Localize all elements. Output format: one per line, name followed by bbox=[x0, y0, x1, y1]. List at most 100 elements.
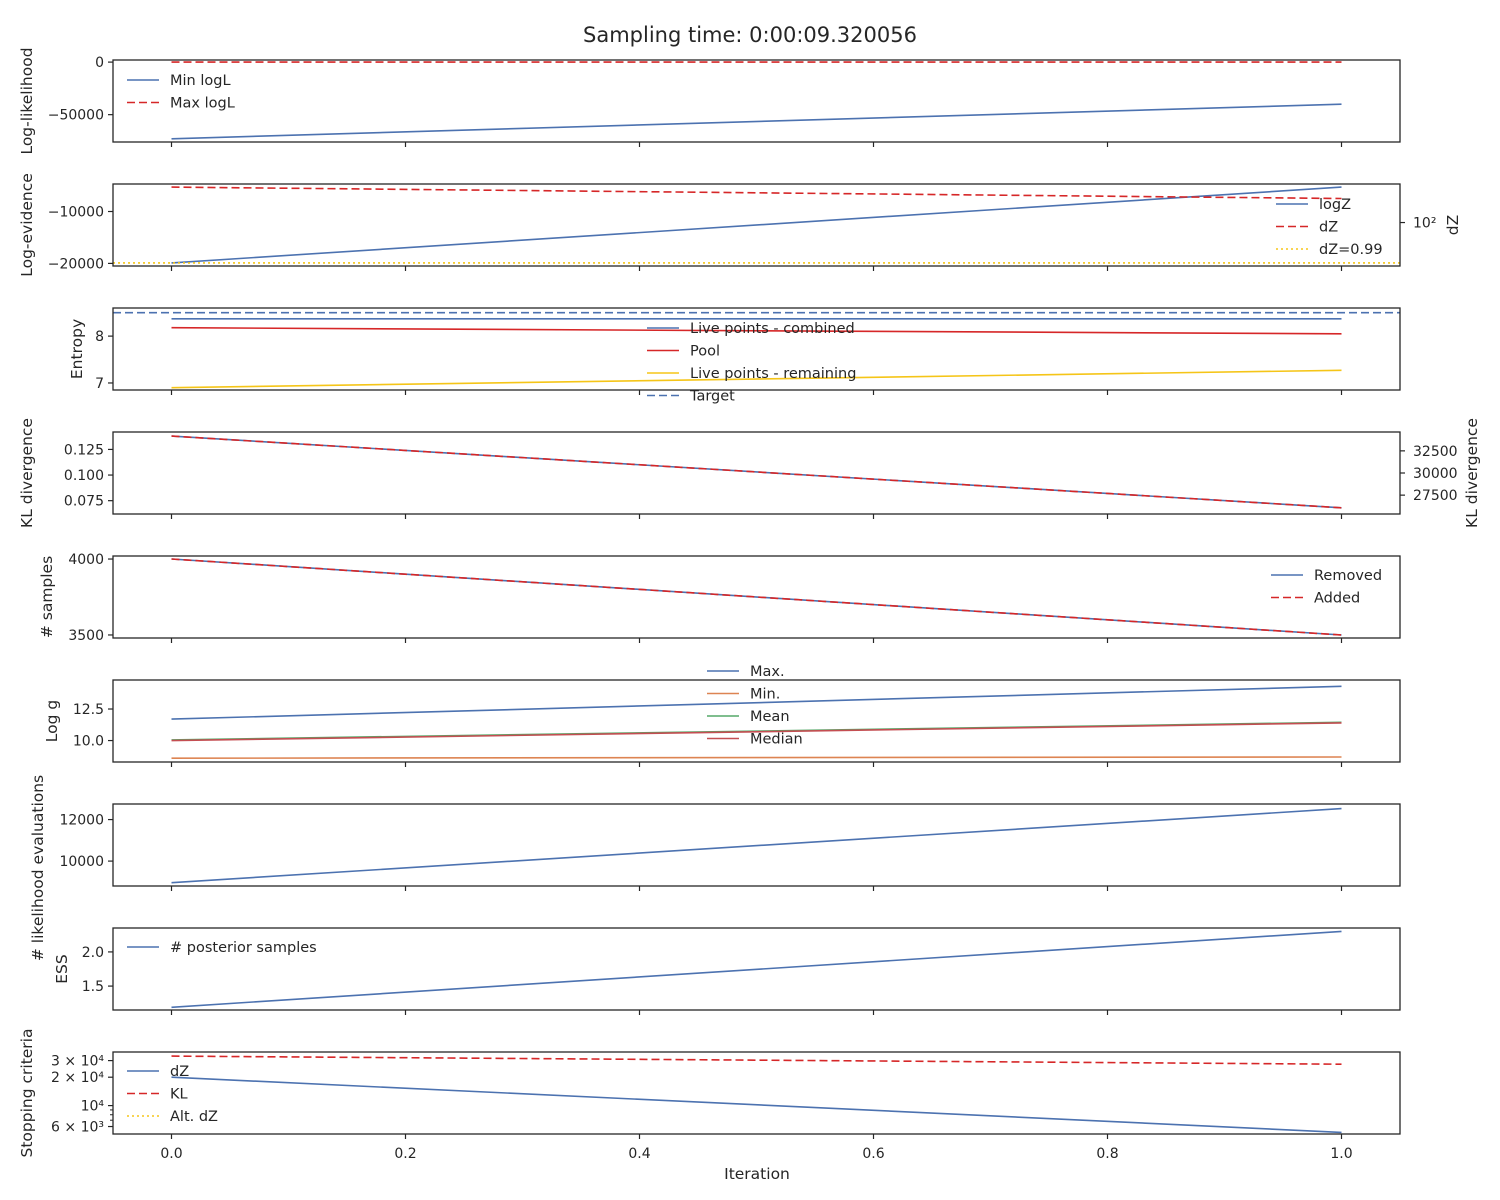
y-tick-label: 0.125 bbox=[64, 442, 104, 458]
legend-entry: Min logL bbox=[170, 73, 231, 89]
legend-entry: dZ bbox=[1319, 220, 1338, 236]
y-tick-label: −20000 bbox=[48, 256, 104, 272]
y-tick-label: 12.5 bbox=[73, 702, 104, 718]
series-line-live-points-remaining bbox=[171, 369, 1342, 389]
subplot-3: 8 7 Entropy Live points - combinedPoolLive … bbox=[68, 307, 1401, 405]
y-tick-label: 10.0 bbox=[73, 734, 104, 750]
y-axis-label: KL divergence bbox=[18, 418, 36, 528]
legend-entry: Live points - remaining bbox=[690, 366, 856, 382]
series-line-line-1 bbox=[171, 435, 1342, 509]
series-line-max- bbox=[171, 685, 1342, 720]
y-axis-label: Log-likelihood bbox=[18, 47, 36, 154]
series-line-median bbox=[171, 722, 1342, 742]
legend-entry: Live points - combined bbox=[690, 321, 855, 337]
legend: Removed Added bbox=[1271, 568, 1382, 607]
legend-entry: logZ bbox=[1319, 197, 1351, 213]
x-tick-label: 0.0 bbox=[160, 1146, 182, 1162]
right-tick-label: 30000 bbox=[1413, 466, 1458, 482]
y-axis-label: Log g bbox=[43, 700, 61, 742]
y-tick-label: 3500 bbox=[68, 628, 104, 644]
axes-frame bbox=[112, 555, 1401, 639]
y-tick-label: 8 bbox=[95, 329, 104, 345]
subplot-8: 2.0 1.5 ESS # posterior samples bbox=[53, 927, 1401, 1015]
series-line-kl bbox=[171, 1055, 1342, 1065]
x-tick-label: 0.2 bbox=[394, 1146, 416, 1162]
y-tick-label: 12000 bbox=[59, 813, 104, 829]
y-tick-label: 1.5 bbox=[82, 979, 104, 995]
x-tick-label: 0.4 bbox=[628, 1146, 650, 1162]
subplot-6: 12.5 10.0 Log g Max. Min. Mean Median bbox=[43, 664, 1401, 767]
x-tick-label: 0.6 bbox=[862, 1146, 884, 1162]
legend-entry: Removed bbox=[1314, 568, 1382, 584]
plot-area bbox=[171, 1055, 1342, 1134]
y-tick-label: −50000 bbox=[48, 108, 104, 124]
legend-entry: Max. bbox=[750, 664, 785, 680]
legend-entry: Mean bbox=[750, 709, 790, 725]
y-tick-label: 10⁴ bbox=[81, 1099, 105, 1115]
right-tick-label: 27500 bbox=[1413, 488, 1458, 504]
legend-entry: Max logL bbox=[170, 96, 235, 112]
subplot-1: 0 −50000 Log-likelihood Min logL Max logL bbox=[18, 47, 1401, 155]
legend-entry: Min. bbox=[750, 687, 780, 703]
y-tick-label: 7 bbox=[95, 376, 104, 392]
legend: dZ KL Alt. dZ bbox=[127, 1064, 218, 1125]
y-axis-label: Stopping criteria bbox=[18, 1029, 36, 1158]
subplot-4: 0.125 0.100 0.075 KL divergence 32500 30000 27… bbox=[18, 418, 1481, 528]
figure-title: Sampling time: 0:00:09.320056 bbox=[583, 23, 917, 47]
series-line-dz bbox=[171, 186, 1342, 200]
y-axis-label: # likelihood evaluations bbox=[29, 775, 47, 961]
legend-entry: dZ=0.99 bbox=[1319, 242, 1383, 258]
axes-frame bbox=[112, 183, 1401, 267]
y-axis-label: Log-evidence bbox=[18, 173, 36, 277]
axes-frame bbox=[112, 1051, 1401, 1135]
series-line--posterior-samples bbox=[171, 930, 1342, 1009]
right-tick-label: 32500 bbox=[1413, 444, 1458, 460]
y-tick-label: 0.075 bbox=[64, 494, 104, 510]
y-tick-label: 3 × 10⁴ bbox=[51, 1054, 104, 1070]
legend-entry: Alt. dZ bbox=[170, 1109, 218, 1125]
plot-area bbox=[171, 61, 1342, 140]
legend-entry: # posterior samples bbox=[170, 940, 317, 956]
plot-area bbox=[113, 186, 1400, 264]
legend-entry: KL bbox=[170, 1087, 188, 1103]
y-tick-label: 0 bbox=[95, 55, 104, 71]
y-axis-label: ESS bbox=[53, 954, 71, 983]
series-line-logz bbox=[171, 186, 1342, 264]
subplot-7: 12000 10000 # likelihood evaluations bbox=[29, 775, 1401, 961]
y-tick-label: −10000 bbox=[48, 205, 104, 221]
axes-frame bbox=[112, 59, 1401, 143]
right-axis-label: KL divergence bbox=[1463, 418, 1481, 528]
axes-frame bbox=[112, 927, 1401, 1011]
plot-area bbox=[171, 685, 1342, 760]
plot-area bbox=[171, 558, 1342, 636]
y-axis-label: Entropy bbox=[68, 319, 86, 379]
legend: logZ dZ dZ=0.99 bbox=[1276, 197, 1383, 258]
plot-area bbox=[113, 311, 1400, 389]
y-tick-label: 4000 bbox=[68, 552, 104, 568]
plot-area bbox=[171, 930, 1342, 1009]
y-tick-label: 0.100 bbox=[64, 468, 104, 484]
subplot-2: −10000 −20000 Log-evidence 10² dZ logZ dZ dZ=0.… bbox=[18, 173, 1462, 277]
legend-entry: dZ bbox=[170, 1064, 189, 1080]
x-tick-label: 1.0 bbox=[1330, 1146, 1352, 1162]
series-line-pool bbox=[171, 326, 1342, 335]
legend: Max. Min. Mean Median bbox=[707, 664, 803, 748]
plot-area bbox=[171, 435, 1342, 509]
subplot-5: 4000 3500 # samples Removed Added bbox=[38, 552, 1401, 644]
axes-frame bbox=[112, 307, 1401, 391]
axes-frame bbox=[112, 679, 1401, 763]
series-line-min-logl bbox=[171, 103, 1342, 140]
y-tick-label: 2 × 10⁴ bbox=[51, 1070, 104, 1086]
y-tick-label: 2.0 bbox=[82, 945, 104, 961]
plot-area bbox=[171, 807, 1342, 884]
right-tick-label: 10² bbox=[1413, 216, 1436, 232]
legend-entry: Target bbox=[689, 389, 735, 405]
y-tick-label: 10000 bbox=[59, 854, 104, 870]
legend: Live points - combined Pool Live points - … bbox=[647, 321, 856, 405]
series-line-added bbox=[171, 558, 1342, 636]
series-line-line-0 bbox=[171, 807, 1342, 884]
series-line-dz bbox=[171, 1076, 1342, 1134]
x-axis-label: Iteration bbox=[724, 1165, 790, 1183]
